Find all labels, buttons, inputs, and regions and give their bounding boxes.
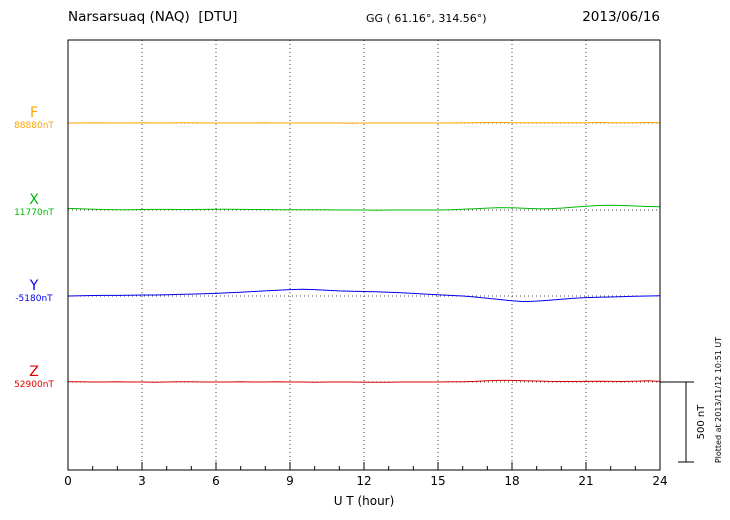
x-axis-label: U T (hour) — [333, 494, 395, 508]
geographic-coords: GG ( 61.16°, 314.56°) — [366, 12, 487, 25]
series-letter-F: F — [29, 105, 39, 121]
series-baseline-X: 11770nT — [14, 208, 54, 218]
series-Z-trace — [67, 379, 661, 383]
x-tick-label: 0 — [64, 474, 72, 488]
series-baseline-Y: -5180nT — [15, 294, 53, 304]
series-X-trace — [67, 204, 661, 211]
series-label-Y: Y -5180nT — [6, 279, 62, 305]
scale-bar-label: 500 nT — [696, 404, 707, 440]
series-letter-Z: Z — [29, 364, 39, 380]
plotted-at-note: Plotted at 2013/11/12 10:51 UT — [714, 336, 723, 464]
plot-border — [67, 39, 661, 471]
x-tick-label: 15 — [430, 474, 446, 488]
x-tick-label: 3 — [138, 474, 146, 488]
series-letter-Y: Y — [29, 278, 39, 294]
x-tick-label: 18 — [504, 474, 520, 488]
series-baseline-Z: 52900nT — [14, 380, 54, 390]
series-label-X: X 11770nT — [6, 193, 62, 219]
series-label-F: F 88880nT — [6, 106, 62, 132]
series-Y-trace — [67, 288, 661, 303]
x-tick-label: 9 — [286, 474, 294, 488]
x-tick-label: 6 — [212, 474, 220, 488]
x-tick-label: 24 — [652, 474, 668, 488]
station-title: Narsarsuaq (NAQ) [DTU] — [68, 9, 238, 25]
plot-date: 2013/06/16 — [582, 9, 660, 25]
series-label-Z: Z 52900nT — [6, 365, 62, 391]
series-letter-X: X — [29, 192, 39, 208]
series-F-trace — [68, 122, 661, 124]
x-tick-label: 12 — [356, 474, 372, 488]
x-tick-label: 21 — [578, 474, 594, 488]
series-baseline-F: 88880nT — [14, 121, 54, 131]
